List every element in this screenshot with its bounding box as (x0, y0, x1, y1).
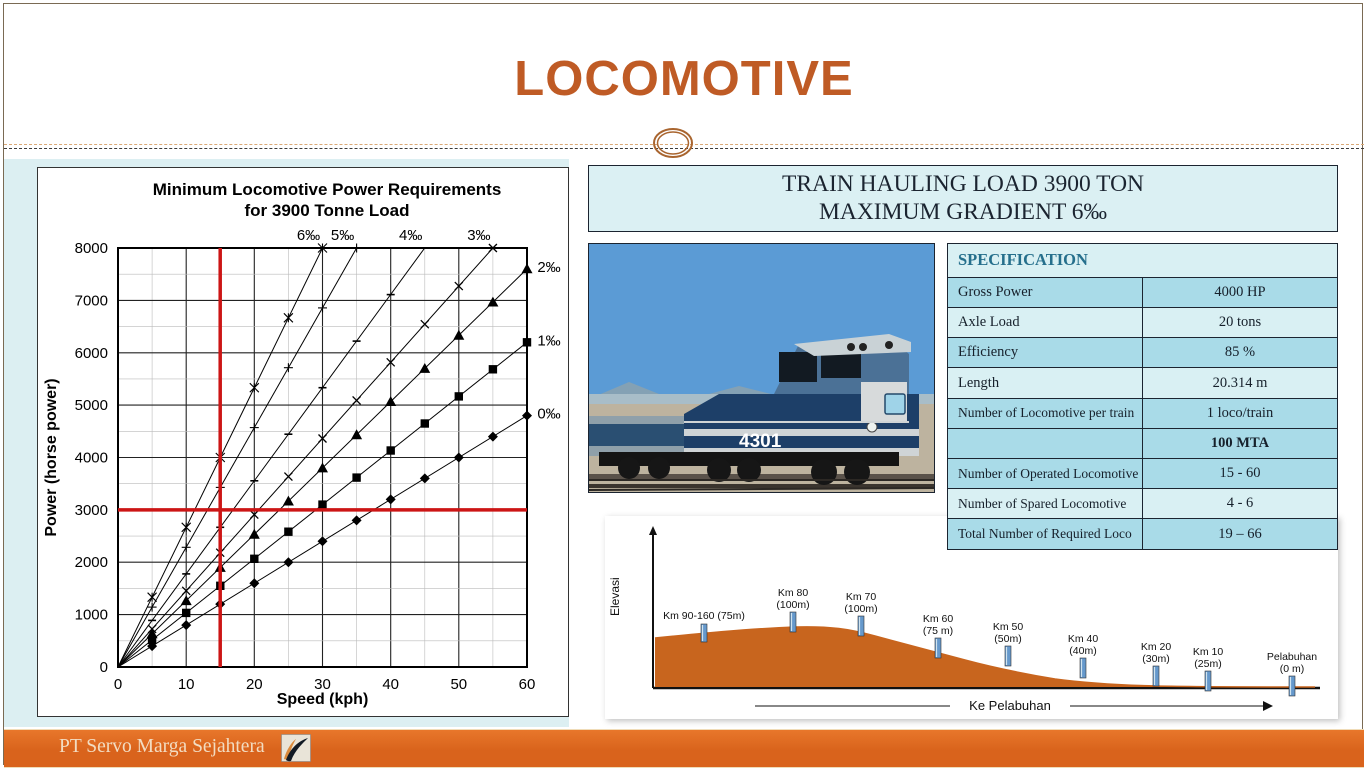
svg-text:50: 50 (450, 676, 467, 693)
svg-text:3000: 3000 (75, 502, 108, 519)
svg-text:20: 20 (246, 676, 263, 693)
svg-text:5‰: 5‰ (331, 227, 354, 244)
svg-text:5000: 5000 (75, 397, 108, 414)
svg-text:0‰: 0‰ (537, 406, 560, 423)
svg-text:2000: 2000 (75, 554, 108, 571)
svg-text:Km 70: Km 70 (846, 591, 877, 603)
svg-text:4‰: 4‰ (399, 227, 422, 244)
svg-text:3‰: 3‰ (467, 227, 490, 244)
svg-text:6‰: 6‰ (297, 227, 320, 244)
svg-text:4301: 4301 (739, 431, 782, 452)
svg-text:(50m): (50m) (994, 633, 1021, 645)
svg-text:Km 40: Km 40 (1068, 633, 1099, 645)
svg-text:Km 10: Km 10 (1193, 646, 1224, 658)
svg-text:(100m): (100m) (776, 599, 809, 611)
svg-text:(25m): (25m) (1194, 658, 1221, 670)
svg-text:1‰: 1‰ (537, 332, 560, 349)
svg-text:for 3900 Tonne Load: for 3900 Tonne Load (245, 201, 410, 220)
svg-text:0: 0 (100, 659, 108, 676)
svg-text:60: 60 (519, 676, 536, 693)
svg-text:1000: 1000 (75, 607, 108, 624)
svg-text:(30m): (30m) (1142, 653, 1169, 665)
svg-text:Km 80: Km 80 (778, 587, 809, 599)
svg-text:Km 60: Km 60 (923, 613, 954, 625)
svg-text:Km 20: Km 20 (1141, 641, 1172, 653)
svg-text:Ke Pelabuhan: Ke Pelabuhan (969, 698, 1051, 713)
svg-text:7000: 7000 (75, 292, 108, 309)
svg-text:8000: 8000 (75, 240, 108, 257)
svg-text:Km 90-160 (75m): Km 90-160 (75m) (663, 610, 745, 622)
svg-text:2‰: 2‰ (537, 259, 560, 276)
svg-text:6000: 6000 (75, 345, 108, 362)
svg-text:(75 m): (75 m) (923, 625, 953, 637)
svg-text:Elevasi: Elevasi (608, 577, 622, 616)
svg-text:Power (horse power): Power (horse power) (43, 378, 60, 536)
svg-text:(100m): (100m) (844, 603, 877, 615)
svg-text:4000: 4000 (75, 450, 108, 467)
svg-text:(0 m): (0 m) (1280, 663, 1305, 675)
svg-text:Minimum Locomotive Power Requi: Minimum Locomotive Power Requirements (153, 180, 502, 199)
svg-text:Speed (kph): Speed (kph) (277, 691, 369, 708)
svg-text:40: 40 (382, 676, 399, 693)
svg-text:10: 10 (178, 676, 195, 693)
svg-text:Pelabuhan: Pelabuhan (1267, 651, 1317, 663)
svg-text:Km 50: Km 50 (993, 621, 1024, 633)
svg-text:(40m): (40m) (1069, 645, 1096, 657)
svg-text:0: 0 (114, 676, 122, 693)
